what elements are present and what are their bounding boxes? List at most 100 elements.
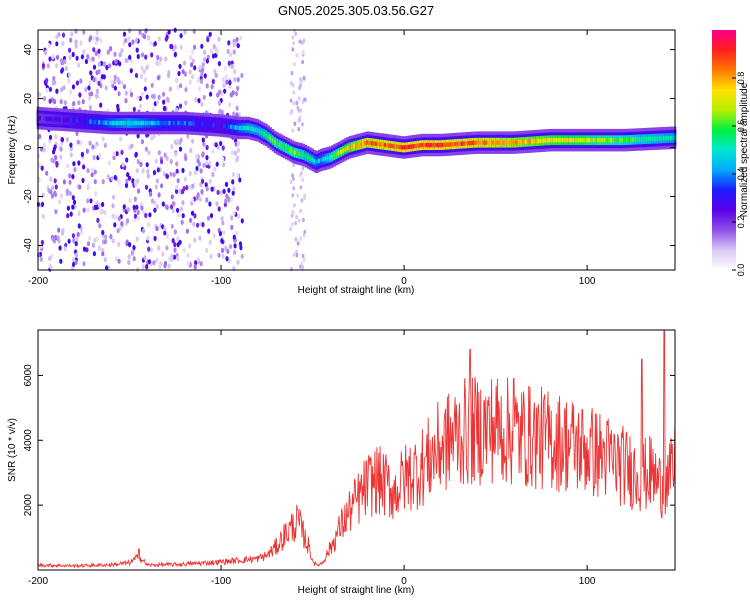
spectrogram-cell [72,257,76,263]
spectrogram-cell [139,120,143,126]
spectrogram-cell [61,228,65,234]
spectrogram-cell [81,99,85,105]
spectrogram-cell [140,52,145,58]
spectrogram-cell [647,136,650,142]
spectrogram-cell [456,141,459,147]
spectrogram-cell [221,220,225,226]
spectrogram-cell [107,120,110,126]
spectrogram-cell [205,247,209,254]
spectrogram-cell [292,90,296,95]
spectrogram-cell [94,143,98,150]
spectrogram-cell [443,142,446,148]
spectrogram-cell [300,261,304,266]
spectrogram-cell [97,48,101,54]
spectrogram-cell [154,184,158,190]
spectrogram-cell [377,141,380,147]
spectrogram-cell [359,142,363,147]
spectrogram-cell [176,84,180,90]
spectrogram-cell [89,119,92,124]
spectrogram-cell [141,168,145,174]
spectrogram-cell [231,179,235,185]
spectrogram-cell [86,183,90,189]
spectrogram-cell [214,123,218,128]
spectrogram-cell [427,142,431,148]
spectrogram-cell [115,120,119,126]
spectrogram-cell [165,155,169,161]
spectrogram-cell [222,162,226,168]
spectrogram-cell [154,158,158,164]
spectrogram-cell [504,140,508,145]
spectrogram-cell [153,200,157,206]
spectrogram-cell [163,225,167,231]
spectrogram-cell [243,125,246,131]
spectrogram-cell [447,142,451,147]
spectrogram-cell [183,176,188,182]
spectrogram-cell [85,119,88,124]
spectrogram-cell [563,138,567,143]
spectrogram-cell [241,125,244,131]
snr-series-line [37,329,676,569]
spectrogram-cell [219,190,223,196]
spectrogram-cell [89,70,93,76]
spectrogram-cell [113,222,117,228]
spectrogram-cell [106,174,110,180]
spectrogram-cell [176,256,180,262]
spectrogram-cell [118,52,122,58]
spectrogram-cell [41,63,46,69]
spectrogram-cell [232,111,236,117]
spectrogram-cell [278,142,281,147]
spectrogram-cell [157,120,161,126]
spectrogram-cell [233,150,237,156]
spectrogram-cell [289,98,293,103]
spectrogram-cell [144,77,148,83]
spectrogram-cell [181,120,185,126]
spectrogram-cell [346,146,349,151]
spectrogram-cell [195,154,199,160]
spectrogram-cell [292,41,295,46]
spectrogram-cell [42,147,46,153]
spectrogram-cell [240,72,244,79]
spectrogram-cell [144,120,147,126]
spectrogram-cell [88,80,92,86]
figure-title: GN05.2025.305.03.56.G27 [278,3,434,18]
spectrogram-cell [165,245,169,251]
spectrogram-cell [522,139,525,145]
spectrogram-cell [158,264,162,270]
spectrogram-cell [75,80,79,86]
spectrogram-cell [111,213,115,219]
spectrogram-cell [299,108,303,113]
spectrogram-cell [105,265,109,271]
spectrogram-cell [191,58,195,64]
spectrogram-cell [95,235,99,242]
spectrogram-cell [38,116,42,121]
spectrogram-cell [216,92,220,98]
spectrogram-cell [120,80,124,86]
spectrogram-cell [193,237,197,243]
spectrogram-cell [146,120,150,126]
spectrogram-cell [236,85,240,91]
spectrogram-cell [55,54,60,60]
spectrogram-cell [75,252,79,258]
spectrogram-cell [164,36,168,42]
spectrogram-cell [148,212,152,218]
spectrogram-cell [145,162,149,168]
spectrogram-cell [289,226,292,232]
spectrogram-cell [184,87,188,93]
spectrogram-cell [145,65,149,71]
spectrogram-cell [79,78,83,84]
spectrogram-cell [41,116,44,121]
spectrogram-cell [84,58,88,65]
spectrogram-cell [225,193,229,199]
spectrogram-cell [109,46,113,52]
spectrogram-cell [62,179,66,185]
spectrogram-cell [228,80,232,86]
spectrogram-cell [653,136,657,141]
spectrogram-cell [68,173,72,179]
spectrogram-cell [47,42,51,49]
spectrogram-cell [183,71,187,77]
spectrogram-cell [58,245,62,251]
spectrogram-cell [41,213,45,219]
x-tick-label: -100 [211,576,231,587]
spectrogram-cell [539,138,543,143]
spectrogram-cell [208,239,212,245]
